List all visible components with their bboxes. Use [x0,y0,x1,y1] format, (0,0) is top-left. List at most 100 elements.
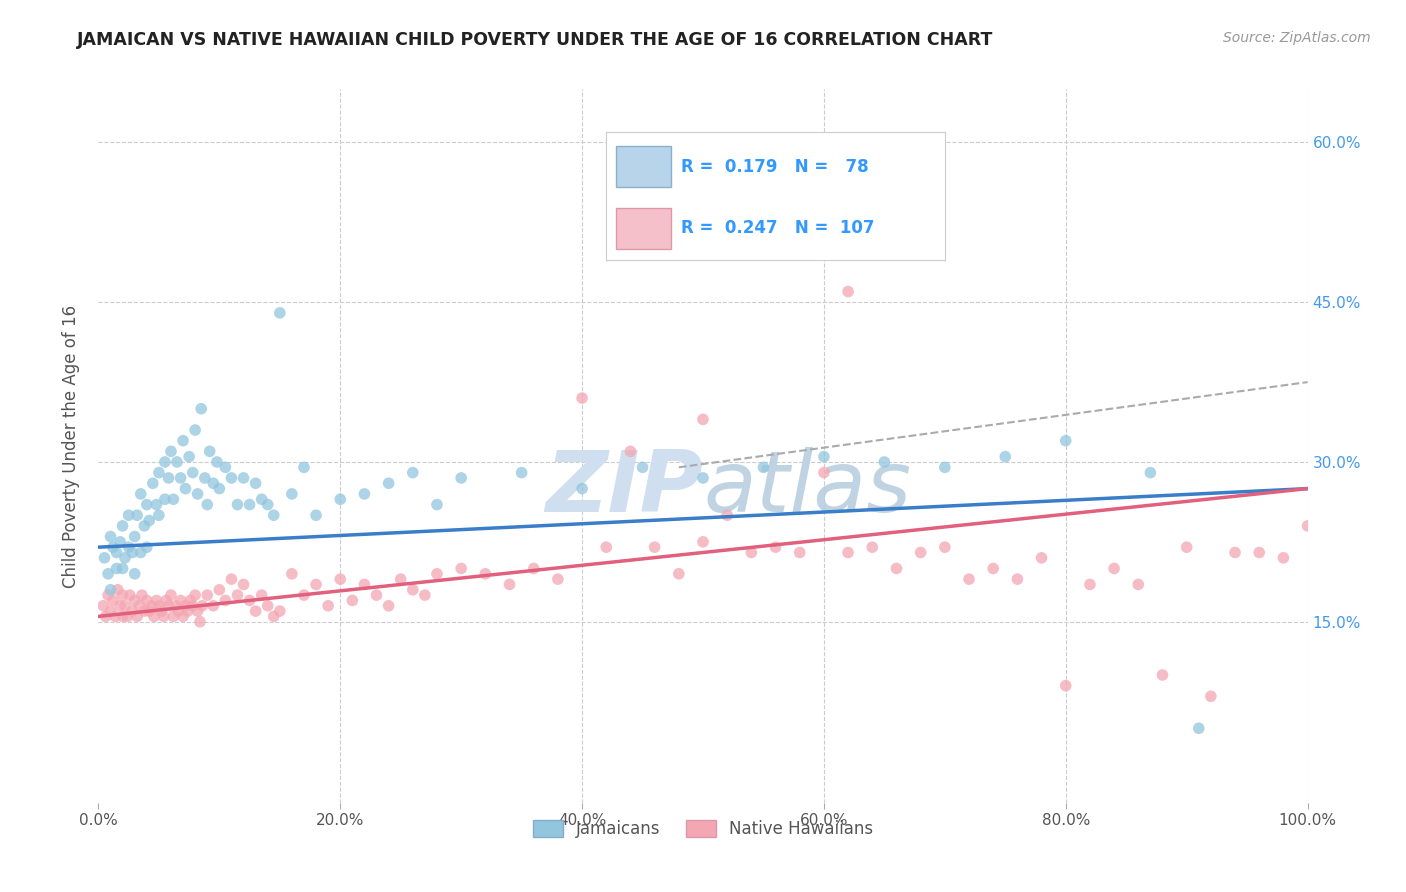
Point [232,471,254,485]
Point [169,593,191,607]
Point [145,593,167,607]
Point [124,593,146,607]
Point [1296,519,1319,533]
Text: atlas: atlas [703,447,911,531]
Point [97,588,120,602]
Point [692,412,714,426]
Point [135,593,157,607]
Text: Source: ZipAtlas.com: Source: ZipAtlas.com [1223,31,1371,45]
Point [138,604,160,618]
Point [886,561,908,575]
Point [101,593,124,607]
Point [104,609,127,624]
Point [765,540,787,554]
Point [108,599,131,613]
Point [523,561,546,575]
Point [181,599,204,613]
Point [510,466,533,480]
Point [117,609,139,624]
Point [114,599,136,613]
Point [426,566,449,581]
Point [174,599,197,613]
Point [269,604,291,618]
Point [97,566,120,581]
Point [1078,577,1101,591]
Point [202,599,225,613]
Point [232,577,254,591]
Point [135,498,157,512]
Point [160,588,183,602]
Point [181,466,204,480]
Point [129,545,152,559]
Point [619,444,641,458]
Point [571,391,593,405]
Point [187,487,209,501]
Point [934,540,956,554]
Point [118,540,141,554]
Point [789,545,811,559]
Point [184,423,207,437]
Point [413,588,436,602]
Point [118,588,141,602]
Point [105,545,128,559]
Point [214,593,236,607]
Point [377,599,399,613]
Point [269,306,291,320]
Point [292,588,315,602]
Point [91,599,114,613]
Point [141,599,163,613]
Point [221,572,243,586]
Point [1199,690,1222,704]
Point [1152,668,1174,682]
Point [402,466,425,480]
Point [571,482,593,496]
Point [135,540,157,554]
Point [202,476,225,491]
Point [1054,679,1077,693]
Point [118,508,141,523]
Point [148,508,170,523]
Point [162,492,184,507]
Point [179,450,201,464]
Point [1249,545,1271,559]
Point [94,609,117,624]
Point [134,604,156,618]
Legend: Jamaicans, Native Hawaiians: Jamaicans, Native Hawaiians [526,813,880,845]
Point [165,599,187,613]
Point [101,540,124,554]
Point [692,471,714,485]
Point [111,609,134,624]
Point [226,498,249,512]
Point [668,566,690,581]
Point [250,492,273,507]
Point [121,545,143,559]
Point [1272,550,1295,565]
Point [316,599,339,613]
Point [177,604,200,618]
Point [305,508,328,523]
Point [107,582,129,597]
Point [353,577,375,591]
Point [100,529,122,543]
Point [366,588,388,602]
Point [114,550,136,565]
Point [644,540,666,554]
Point [752,460,775,475]
Point [124,529,146,543]
Point [129,487,152,501]
Point [692,534,714,549]
Point [740,545,762,559]
Point [152,609,174,624]
Point [245,604,267,618]
Point [498,577,520,591]
Point [873,455,896,469]
Point [100,604,122,618]
Point [595,540,617,554]
Point [250,588,273,602]
Point [263,609,285,624]
Point [450,561,472,575]
Point [131,588,153,602]
Point [124,566,146,581]
Point [127,508,149,523]
Point [1128,577,1150,591]
